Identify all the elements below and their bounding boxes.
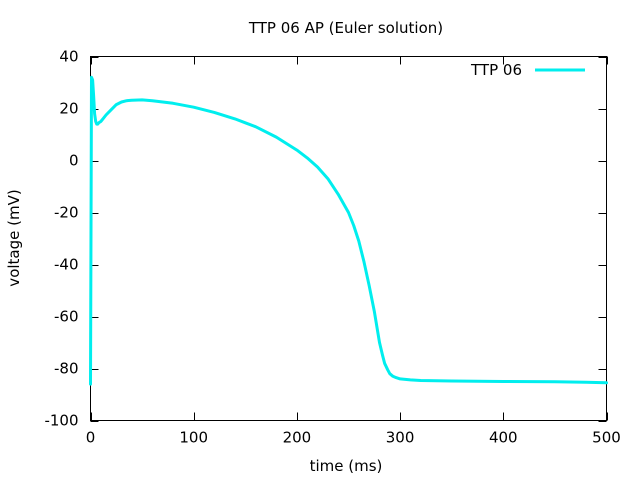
series-layer xyxy=(89,75,608,386)
legend: TTP 06 xyxy=(470,61,585,79)
y-tick-label: -100 xyxy=(44,412,78,430)
y-tick-label: -60 xyxy=(54,308,79,326)
x-tick-label: 400 xyxy=(489,429,518,447)
x-tick-label: 500 xyxy=(592,429,621,447)
y-tick-label: 20 xyxy=(59,100,78,118)
legend-label: TTP 06 xyxy=(470,61,522,79)
plot-frame xyxy=(90,56,607,421)
chart-title: TTP 06 AP (Euler solution) xyxy=(248,19,443,37)
y-tick-label: -20 xyxy=(54,204,79,222)
y-tick-label: -80 xyxy=(54,360,79,378)
series-line xyxy=(89,75,608,386)
x-tick-label: 0 xyxy=(86,429,96,447)
y-tick-label: 40 xyxy=(59,48,78,66)
x-tick-label: 300 xyxy=(386,429,415,447)
y-tick-label: -40 xyxy=(54,256,79,274)
y-tick-label: 0 xyxy=(69,152,79,170)
x-axis-label: time (ms) xyxy=(310,457,383,475)
x-tick-label: 100 xyxy=(179,429,208,447)
y-axis-label: voltage (mV) xyxy=(5,189,23,286)
x-tick-label: 200 xyxy=(283,429,312,447)
axis-ticks: 0 100 200 300 400 500 -100 -80 -60 -40 -20 0 20 40 xyxy=(44,48,620,447)
